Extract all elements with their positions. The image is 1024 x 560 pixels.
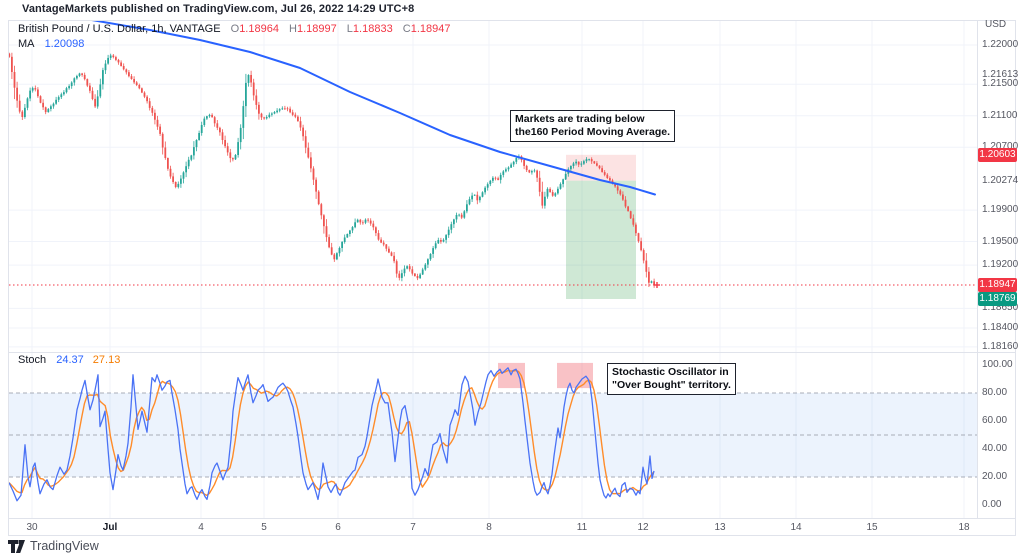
time-axis-label: 30 — [26, 522, 38, 533]
ma-annotation-line1: Markets are trading below — [515, 113, 645, 125]
stoch-annotation-line2: "Over Bought" territory. — [612, 379, 731, 391]
stoch-axis-label: 60.00 — [982, 415, 1008, 426]
ohlc-close-label: C — [402, 23, 411, 35]
ma-annotation-line2: the160 Period Moving Average. — [515, 126, 671, 138]
symbol-legend[interactable]: British Pound / U.S. Dollar, 1h, VANTAGE… — [18, 22, 450, 52]
ohlc-open-value: 1.18964 — [239, 23, 279, 35]
watermark: VantageMarkets published on TradingView.… — [22, 3, 415, 15]
time-axis-label: Jul — [102, 522, 118, 533]
price-axis-label: 1.22000 — [982, 39, 1019, 50]
time-axis-label: 5 — [261, 522, 267, 533]
time-axis-label: 11 — [576, 522, 588, 533]
ohlc-open-label: O — [230, 23, 240, 35]
time-axis-label: 15 — [866, 522, 878, 533]
ma-label: MA — [18, 38, 35, 50]
stoch-band — [9, 392, 977, 478]
stoch-legend[interactable]: Stoch 24.37 27.13 — [18, 354, 120, 366]
time-axis-label: 8 — [486, 522, 492, 533]
price-axis-label: 1.20274 — [982, 175, 1019, 186]
risk-box — [566, 154, 636, 181]
ma-legend-row[interactable]: MA 1.20098 — [18, 37, 450, 52]
stoch-label: Stoch — [18, 354, 47, 366]
price-axis-label: 1.19500 — [982, 236, 1019, 247]
price-axis-label: 1.18400 — [982, 322, 1019, 333]
stoch-k-value: 24.37 — [56, 354, 84, 366]
tradingview-brand-text: TradingView — [30, 539, 99, 553]
time-axis-label: 4 — [198, 522, 204, 533]
stoch-annotation-line1: Stochastic Oscillator in — [612, 366, 729, 378]
time-axis-label: 18 — [958, 522, 970, 533]
stoch-axis-label: 20.00 — [982, 471, 1008, 482]
price-axis-label: 1.19200 — [982, 259, 1019, 270]
ma-line[interactable] — [80, 18, 656, 196]
price-axis-label: 1.21613 — [982, 69, 1019, 80]
time-axis-label: 7 — [410, 522, 416, 533]
price-axis-label: 1.21100 — [982, 110, 1018, 121]
symbol-legend-row-1[interactable]: British Pound / U.S. Dollar, 1h, VANTAGE… — [18, 22, 450, 37]
ohlc-high-value: 1.18997 — [296, 23, 337, 35]
price-badge: 1.18947 — [978, 278, 1017, 292]
stoch-axis-label: 40.00 — [982, 443, 1008, 454]
ohlc-low-value: 1.18833 — [352, 23, 393, 35]
stoch-axis-label: 100.00 — [982, 359, 1013, 370]
stoch-annotation[interactable]: Stochastic Oscillator in "Over Bought" t… — [607, 363, 736, 395]
price-axis-label: 1.19900 — [982, 204, 1019, 215]
price-axis-currency: USD — [985, 19, 1007, 30]
tradingview-logo-icon — [8, 539, 25, 553]
price-axis-label: 1.21500 — [982, 78, 1019, 89]
last-bar-marker — [654, 282, 660, 288]
position-boxes[interactable] — [566, 154, 636, 299]
time-axis-label: 13 — [714, 522, 726, 533]
price-axis-label: 1.18650 — [982, 302, 1019, 313]
price-axis-label: 1.18160 — [982, 341, 1019, 352]
reward-box — [566, 180, 636, 299]
time-axis-label: 12 — [637, 522, 649, 533]
stoch-d-value: 27.13 — [92, 354, 121, 366]
price-axis-label: 1.20700 — [982, 141, 1019, 152]
stoch-axis-label: 0.00 — [982, 499, 1002, 510]
stoch-k-line[interactable] — [9, 367, 655, 502]
price-badge: 1.18769 — [978, 292, 1017, 306]
gridlines — [9, 20, 977, 518]
ohlc-low-label: L — [346, 23, 353, 35]
stoch-axis-label: 80.00 — [982, 387, 1008, 398]
candles-layer — [9, 52, 655, 288]
ohlc-close-value: 1.18947 — [410, 23, 451, 35]
ma-annotation[interactable]: Markets are trading below the160 Period … — [510, 110, 676, 142]
tradingview-attribution[interactable]: TradingView — [8, 539, 99, 553]
time-axis-label: 14 — [790, 522, 802, 533]
price-badge: 1.20603 — [978, 148, 1017, 162]
time-axis-label: 6 — [335, 522, 341, 533]
ohlc-high-label: H — [289, 23, 297, 35]
symbol-title: British Pound / U.S. Dollar, 1h, VANTAGE — [18, 23, 221, 35]
overbought-box-2 — [557, 362, 593, 389]
ma-value: 1.20098 — [44, 38, 85, 50]
